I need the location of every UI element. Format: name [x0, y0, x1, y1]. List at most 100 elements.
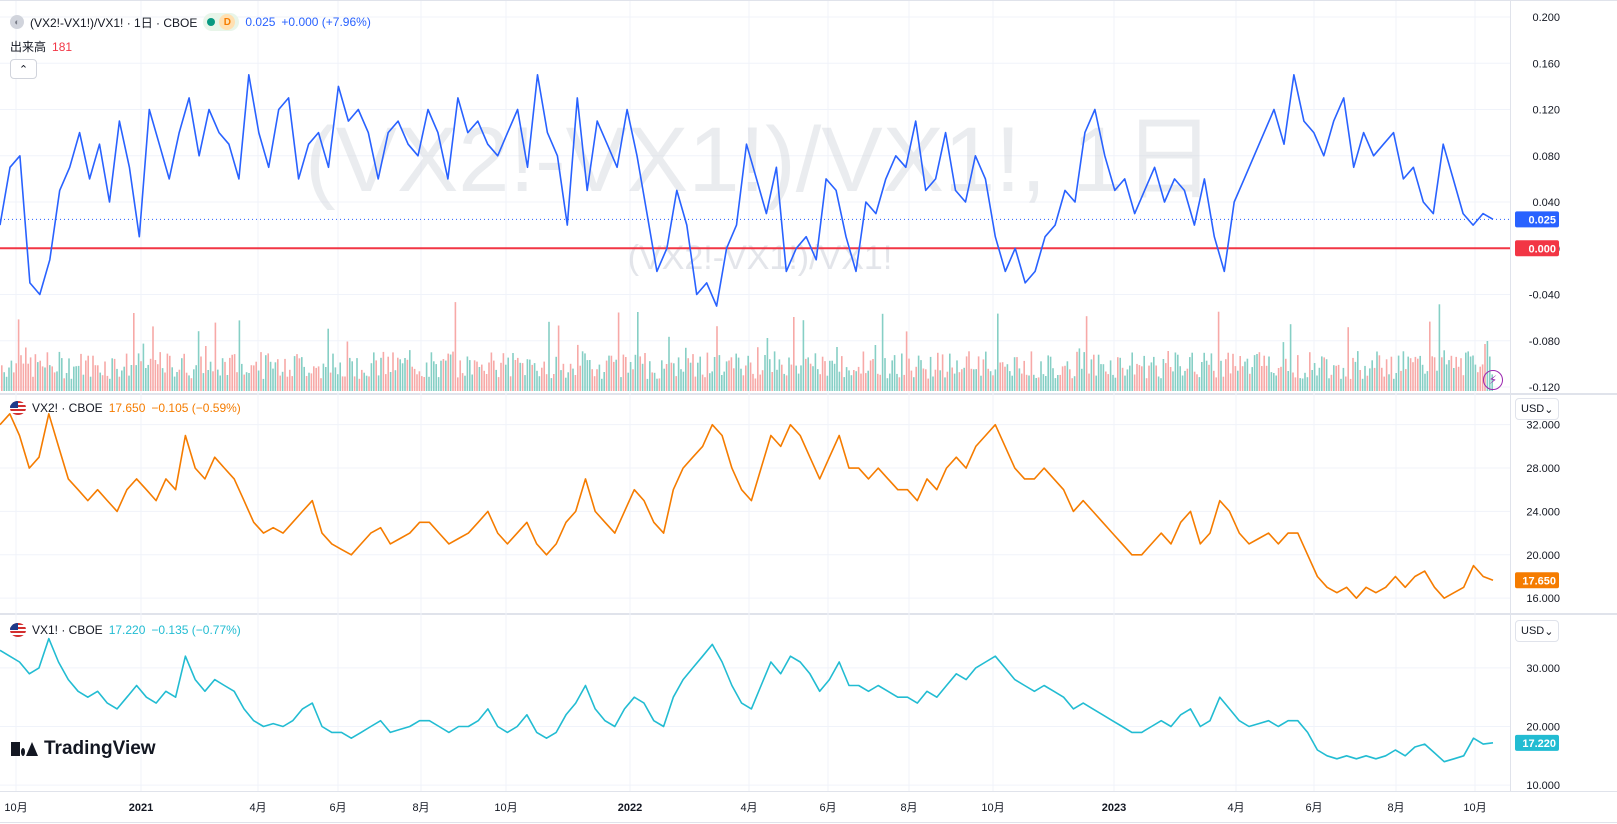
svg-text:0.025: 0.025 [1528, 214, 1556, 226]
volume-bar [1066, 361, 1069, 391]
volume-bar [85, 360, 87, 391]
volume-bar [1193, 371, 1196, 391]
volume-bar [327, 328, 329, 391]
volume-bar [1313, 363, 1316, 391]
volume-bar [1405, 369, 1407, 391]
volume-bar [1486, 341, 1489, 391]
volume-bar [68, 358, 70, 391]
collapse-legend-button[interactable]: ⌃ [10, 59, 37, 79]
market-status-badge[interactable]: D [203, 13, 240, 31]
main-symbol[interactable]: (VX2!-VX1!)/VX1! · 1日 · CBOE [30, 15, 198, 30]
volume-bar [1337, 364, 1340, 391]
volume-bar [113, 358, 116, 391]
volume-bar [157, 364, 159, 391]
volume-bar [1150, 362, 1153, 391]
volume-bar [368, 376, 370, 391]
volume-bar [891, 360, 893, 391]
volume-bar [687, 358, 689, 391]
volume-bar [1335, 365, 1337, 391]
volume-bar [1287, 371, 1289, 391]
volume-bar [802, 320, 805, 391]
chevron-down-icon: ⌄ [1544, 403, 1554, 416]
volume-bar [121, 370, 123, 391]
volume-bar [308, 372, 310, 391]
volume-bar [39, 360, 41, 391]
vx1-currency-select[interactable]: USD ⌄ [1515, 620, 1559, 642]
volume-bar [1397, 355, 1400, 391]
vx2-currency-label: USD [1521, 403, 1545, 415]
volume-bar [485, 374, 488, 391]
volume-bar [286, 376, 289, 391]
volume-bar [202, 373, 205, 391]
volume-bar [1196, 374, 1198, 391]
volume-bar [1177, 354, 1179, 391]
volume-bar [351, 361, 353, 391]
volume-bar [1465, 352, 1467, 391]
volume-bar [649, 361, 651, 391]
volume-bar [785, 375, 788, 391]
volume-bar [476, 361, 478, 391]
volume-bar [337, 374, 339, 391]
volume-bar [253, 365, 255, 391]
volume-bar [255, 361, 257, 391]
volume-bar [181, 358, 183, 391]
volume-bar [449, 354, 452, 391]
volume-bar [733, 368, 735, 391]
volume-bar [1109, 360, 1112, 391]
volume-bar [601, 378, 603, 391]
volume-bar [1112, 374, 1114, 391]
volume-bar [946, 371, 949, 391]
volume-bar [574, 375, 577, 391]
volume-bar [735, 353, 737, 391]
volume-bar [481, 364, 483, 391]
volume-bar [152, 326, 154, 391]
vx2-currency-select[interactable]: USD ⌄ [1515, 398, 1559, 420]
volume-bar [1253, 355, 1256, 391]
x-tick-label: 4月 [740, 802, 757, 814]
volume-bar [656, 378, 658, 391]
volume-legend[interactable]: 出来高 181 [10, 38, 72, 55]
volume-bar [589, 360, 591, 391]
volume-bar [913, 377, 915, 391]
volume-bar [608, 355, 610, 391]
volume-bar [860, 373, 862, 391]
volume-bar [1244, 361, 1246, 391]
x-tick-label: 6月 [819, 802, 836, 814]
volume-bar [1083, 352, 1085, 391]
volume-bar [1431, 356, 1433, 391]
volume-bar [790, 364, 793, 391]
volume-bar [819, 374, 821, 391]
vx2-value: 17.650 [108, 401, 146, 415]
volume-bar [531, 364, 533, 391]
volume-bar [41, 366, 44, 391]
volume-bar [17, 319, 20, 391]
market-open-dot-icon [207, 18, 216, 26]
volume-bar [1277, 368, 1280, 391]
volume-bar [742, 375, 745, 391]
volume-bar [1016, 357, 1018, 391]
volume-bar [524, 375, 526, 391]
volume-bar [752, 373, 754, 391]
volume-bar [766, 338, 769, 391]
volume-bar [1419, 355, 1421, 391]
vx2-symbol[interactable]: VX2! · CBOE [32, 401, 103, 415]
lightning-icon[interactable]: ⚡ [1483, 370, 1503, 390]
volume-bar [279, 375, 281, 391]
volume-bar [663, 368, 665, 391]
volume-bar [377, 375, 380, 391]
volume-bar [1311, 370, 1313, 391]
volume-bar [1323, 357, 1325, 391]
volume-bar [1131, 352, 1133, 391]
volume-bar [269, 361, 272, 391]
tradingview-logo[interactable]: TradingView [11, 738, 156, 760]
volume-bar [689, 362, 692, 391]
volume-bar [1285, 358, 1287, 391]
volume-bar [1145, 378, 1148, 391]
vx1-symbol[interactable]: VX1! · CBOE [32, 623, 103, 637]
volume-bar [713, 357, 716, 391]
volume-bar [317, 366, 320, 391]
volume-bar [416, 374, 418, 391]
volume-bar [20, 355, 22, 391]
volume-bar [637, 312, 639, 391]
